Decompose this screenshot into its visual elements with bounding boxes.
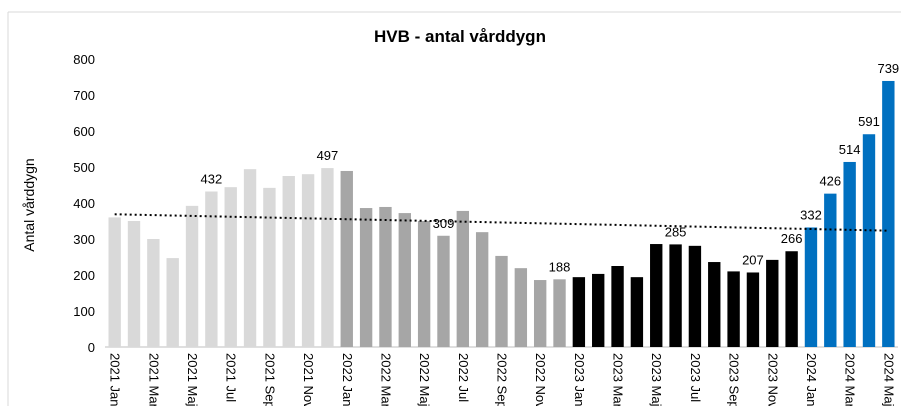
x-tick-label: 2022 Jan [340,353,355,406]
y-tick-label: 200 [73,268,95,283]
bar [108,217,121,347]
trendline [114,213,889,232]
x-tick-label: 2022 Jul [456,353,471,402]
x-tick-label: 2022 Nov [533,353,548,406]
bar [282,176,295,347]
bar [456,210,470,347]
bar [398,213,411,347]
bar [475,232,489,347]
bar [727,271,740,347]
x-tick-label: 2021 Maj [185,353,200,406]
x-tick-label: 2022 Sep [495,353,510,406]
bar [243,169,257,347]
x-tick-label: 2021 Jan [108,353,123,406]
bar [205,191,218,347]
y-tick-label: 300 [73,232,95,247]
value-label: 514 [839,142,861,157]
chart-title: HVB - antal vårddygn [374,27,546,46]
bar [611,266,624,347]
value-label: 285 [665,224,687,239]
value-label: 432 [201,171,223,186]
bar [669,244,682,347]
x-tick-label: 2021 Sep [262,353,277,406]
bar [321,168,334,347]
value-label: 497 [317,148,339,163]
bar [224,187,237,347]
bar [340,170,353,347]
x-tick-label: 2023 Mar [611,353,626,406]
value-label: 426 [819,174,841,189]
y-tick-label: 100 [73,304,95,319]
bar [437,235,450,347]
y-axis-label: Antal vårddygn [21,158,37,251]
bar [862,134,876,347]
value-label: 591 [858,114,880,129]
x-tick-label: 2023 Maj [649,353,664,406]
bar [553,279,566,347]
bar [166,258,179,347]
x-tick-label: 2024 Mar [843,353,858,406]
bar [650,244,663,347]
bar [147,239,160,347]
y-tick-label: 800 [73,52,95,67]
bar [359,208,373,347]
value-label: 332 [800,207,822,222]
bar [804,227,818,347]
bar [127,221,141,347]
x-tick-label: 2021 Nov [301,353,316,406]
x-tick-label: 2024 Maj [881,353,896,406]
bar [185,205,199,347]
bar [301,174,315,347]
bar [843,161,856,347]
bar [785,251,798,347]
bar [417,221,431,347]
x-tick-label: 2023 Jul [688,353,703,402]
bar [708,262,721,347]
bar [572,277,586,347]
x-tick-label: 2024 Jan [804,353,819,406]
x-tick-label: 2021 Jul [224,353,239,402]
bar [514,268,528,347]
x-tick-label: 2023 Jan [572,353,587,406]
bar [746,272,760,347]
bar [688,245,702,347]
value-label: 266 [781,231,803,246]
bar [824,193,837,347]
y-tick-label: 700 [73,88,95,103]
x-tick-label: 2022 Maj [417,353,432,406]
x-tick-label: 2022 Mar [378,353,393,406]
y-tick-label: 0 [88,340,95,355]
value-label: 207 [742,252,764,267]
value-label: 309 [433,216,455,231]
y-tick-label: 400 [73,196,95,211]
value-label: 739 [877,61,899,76]
bar [495,255,508,347]
bar [533,280,547,347]
x-tick-label: 2023 Nov [765,353,780,406]
bar [766,259,779,347]
bar [379,206,392,347]
y-tick-label: 500 [73,160,95,175]
bar [263,187,276,347]
x-tick-label: 2023 Sep [727,353,742,406]
bar [882,80,895,348]
x-tick-label: 2021 Mar [146,353,161,406]
bar [592,273,605,347]
y-tick-label: 600 [73,124,95,139]
bar [630,277,644,347]
value-label: 188 [549,259,571,274]
